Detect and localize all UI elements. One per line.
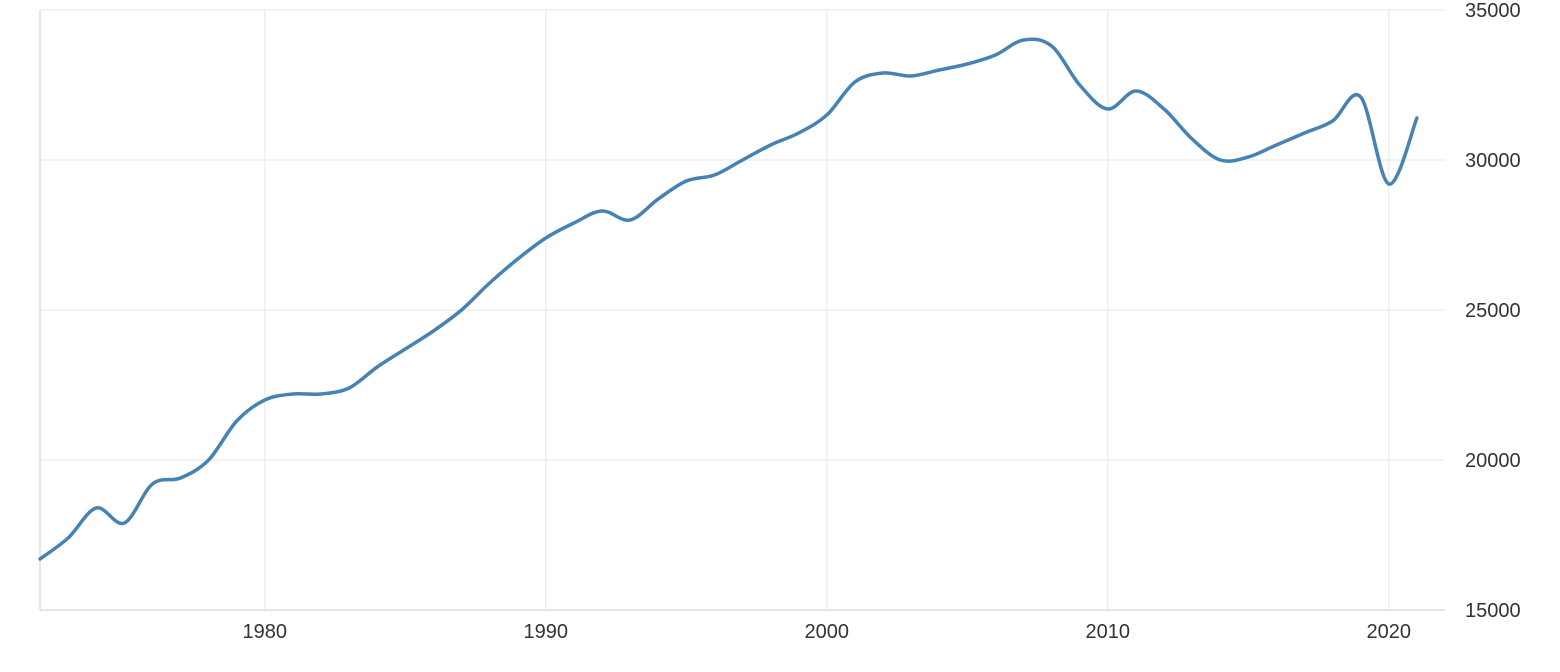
x-tick-label: 2010	[1086, 621, 1131, 643]
x-tick-label: 1990	[524, 621, 569, 643]
x-tick-label: 1980	[243, 621, 288, 643]
y-tick-label: 15000	[1465, 600, 1521, 622]
y-tick-label: 35000	[1465, 0, 1521, 22]
line-chart: 1980 1990 2000 2010 2020 15000 20000 25000 30000…	[0, 0, 1560, 672]
x-tick-label: 2000	[805, 621, 850, 643]
x-tick-label: 2020	[1367, 621, 1412, 643]
chart-svg: 1980 1990 2000 2010 2020 15000 20000 25000 30000…	[0, 0, 1560, 672]
y-tick-label: 25000	[1465, 300, 1521, 322]
y-tick-label: 30000	[1465, 150, 1521, 172]
y-tick-label: 20000	[1465, 450, 1521, 472]
